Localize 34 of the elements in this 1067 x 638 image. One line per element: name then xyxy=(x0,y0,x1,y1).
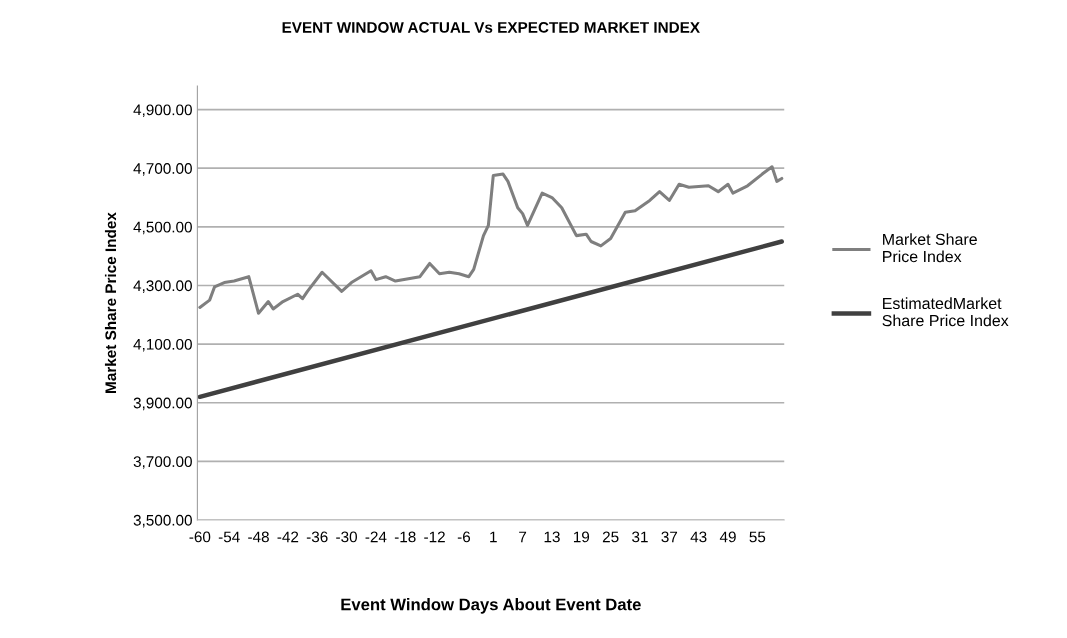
y-tick-label: 4,500.00 xyxy=(133,221,192,235)
y-tick-label: 4,300.00 xyxy=(133,280,192,293)
x-tick-label: -60 xyxy=(189,531,211,543)
x-tick-label: -18 xyxy=(394,531,416,543)
x-tick-label: 13 xyxy=(544,531,560,543)
x-tick-label: -42 xyxy=(277,531,299,543)
legend-label: EstimatedMarket Share Price Index xyxy=(882,297,1009,327)
y-tick-label: 4,900.00 xyxy=(133,104,192,118)
x-tick-label: 7 xyxy=(519,531,527,543)
line-series xyxy=(198,165,784,315)
x-tick-label: -36 xyxy=(306,531,328,543)
x-tick-label: -6 xyxy=(457,531,471,543)
x-tick-label: 49 xyxy=(719,531,736,543)
y-tick-label: 3,700.00 xyxy=(133,456,192,469)
x-axis-title: Event Window Days About Event Date xyxy=(341,598,641,614)
x-tick-label: -24 xyxy=(365,531,387,543)
y-tick-label: 3,500.00 xyxy=(133,514,192,528)
x-tick-label: 31 xyxy=(632,531,648,543)
x-tick-label: 55 xyxy=(749,531,766,543)
legend-label: Market Share Price Index xyxy=(883,233,977,263)
x-tick-label: 25 xyxy=(602,531,619,543)
x-tick-label: 19 xyxy=(573,531,590,543)
x-tick-label: -54 xyxy=(218,531,240,543)
y-tick-label: 4,700.00 xyxy=(133,163,192,176)
x-tick-label: -48 xyxy=(248,531,269,543)
chart-title: EVENT WINDOW ACTUAL Vs EXPECTED MARKET INDEX xyxy=(282,21,700,33)
y-tick-label: 4,100.00 xyxy=(133,338,192,352)
x-tick-label: -30 xyxy=(336,531,357,543)
x-tick-label: -12 xyxy=(424,531,445,543)
y-tick-label: 3,900.00 xyxy=(133,397,192,411)
y-axis-title: Market Share Price Index xyxy=(104,212,117,393)
x-tick-label: 43 xyxy=(690,531,707,543)
x-tick-label: 1 xyxy=(490,531,497,543)
x-tick-label: 37 xyxy=(661,531,678,543)
